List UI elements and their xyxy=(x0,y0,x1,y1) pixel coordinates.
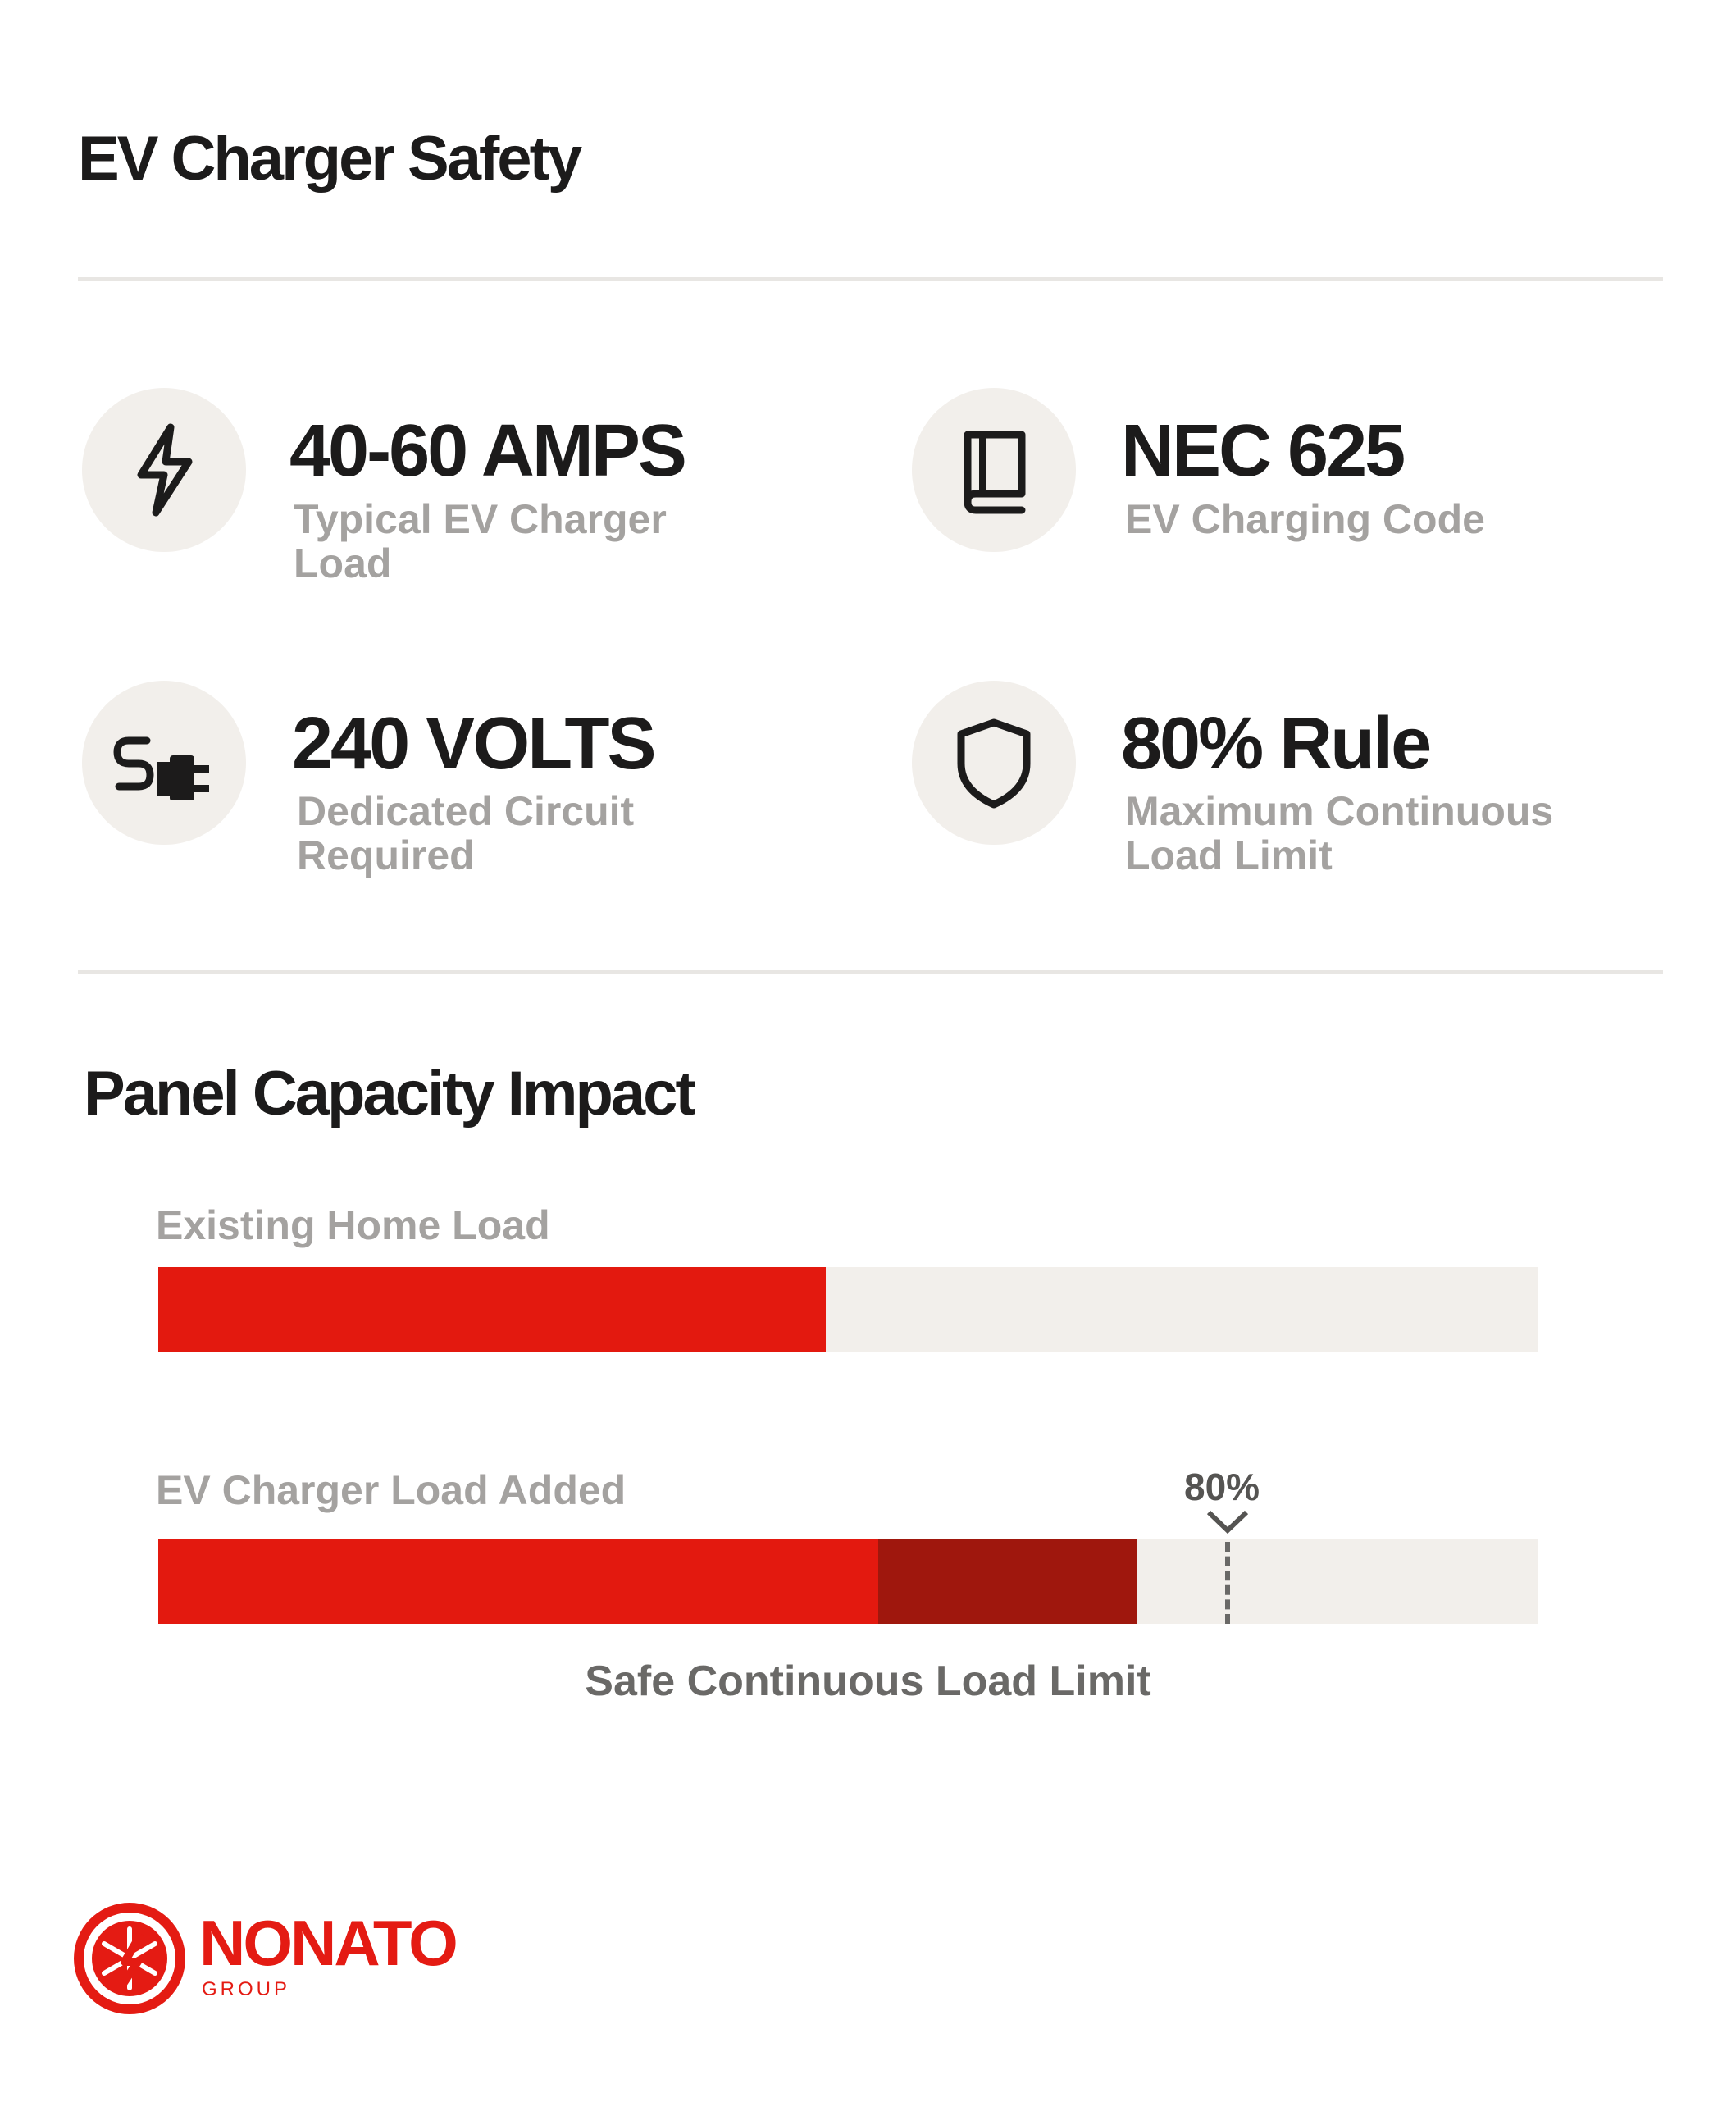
top-divider xyxy=(78,277,1663,281)
stat-value-rule: 80% Rule xyxy=(1121,703,1432,785)
stat-label-nec: EV Charging Code xyxy=(1125,496,1485,542)
shield-icon-circle xyxy=(912,681,1076,845)
plug-icon-circle xyxy=(82,681,246,845)
lightning-icon-circle xyxy=(82,388,246,552)
stat-label-amps: Typical EV Charger Load xyxy=(294,496,667,586)
shield-icon xyxy=(957,718,1031,808)
marker-label: 80% xyxy=(1184,1466,1260,1508)
marker-line xyxy=(1225,1542,1230,1624)
stat-value-nec: NEC 625 xyxy=(1121,410,1406,492)
bar-fill-ev-existing xyxy=(158,1539,878,1624)
book-icon xyxy=(964,431,1026,514)
stat-label-rule: Maximum Continuous Load Limit xyxy=(1125,788,1554,878)
book-icon-circle xyxy=(912,388,1076,552)
stat-value-volts: 240 VOLTS xyxy=(292,703,657,785)
page-title: EV Charger Safety xyxy=(78,124,582,194)
bar-fill-existing xyxy=(158,1267,827,1352)
safe-limit-caption: Safe Continuous Load Limit xyxy=(585,1657,1151,1705)
lightning-icon xyxy=(137,423,193,517)
bar-label-existing: Existing Home Load xyxy=(156,1202,550,1248)
brand-name: NONATO xyxy=(199,1907,458,1979)
bar-label-ev: EV Charger Load Added xyxy=(156,1467,627,1513)
bar-track-ev xyxy=(158,1539,1538,1624)
brand-logo-icon xyxy=(74,1903,185,2014)
bar-track-existing xyxy=(158,1267,1538,1352)
plug-icon xyxy=(113,736,209,800)
stat-label-volts: Dedicated Circuit Required xyxy=(297,788,635,878)
bar-fill-ev-added xyxy=(878,1539,1138,1624)
section-title: Panel Capacity Impact xyxy=(84,1059,696,1129)
brand-sub: GROUP xyxy=(202,1978,291,2000)
stat-value-amps: 40-60 AMPS xyxy=(289,410,687,492)
marker-chevron-icon xyxy=(1206,1510,1249,1534)
middle-divider xyxy=(78,970,1663,974)
